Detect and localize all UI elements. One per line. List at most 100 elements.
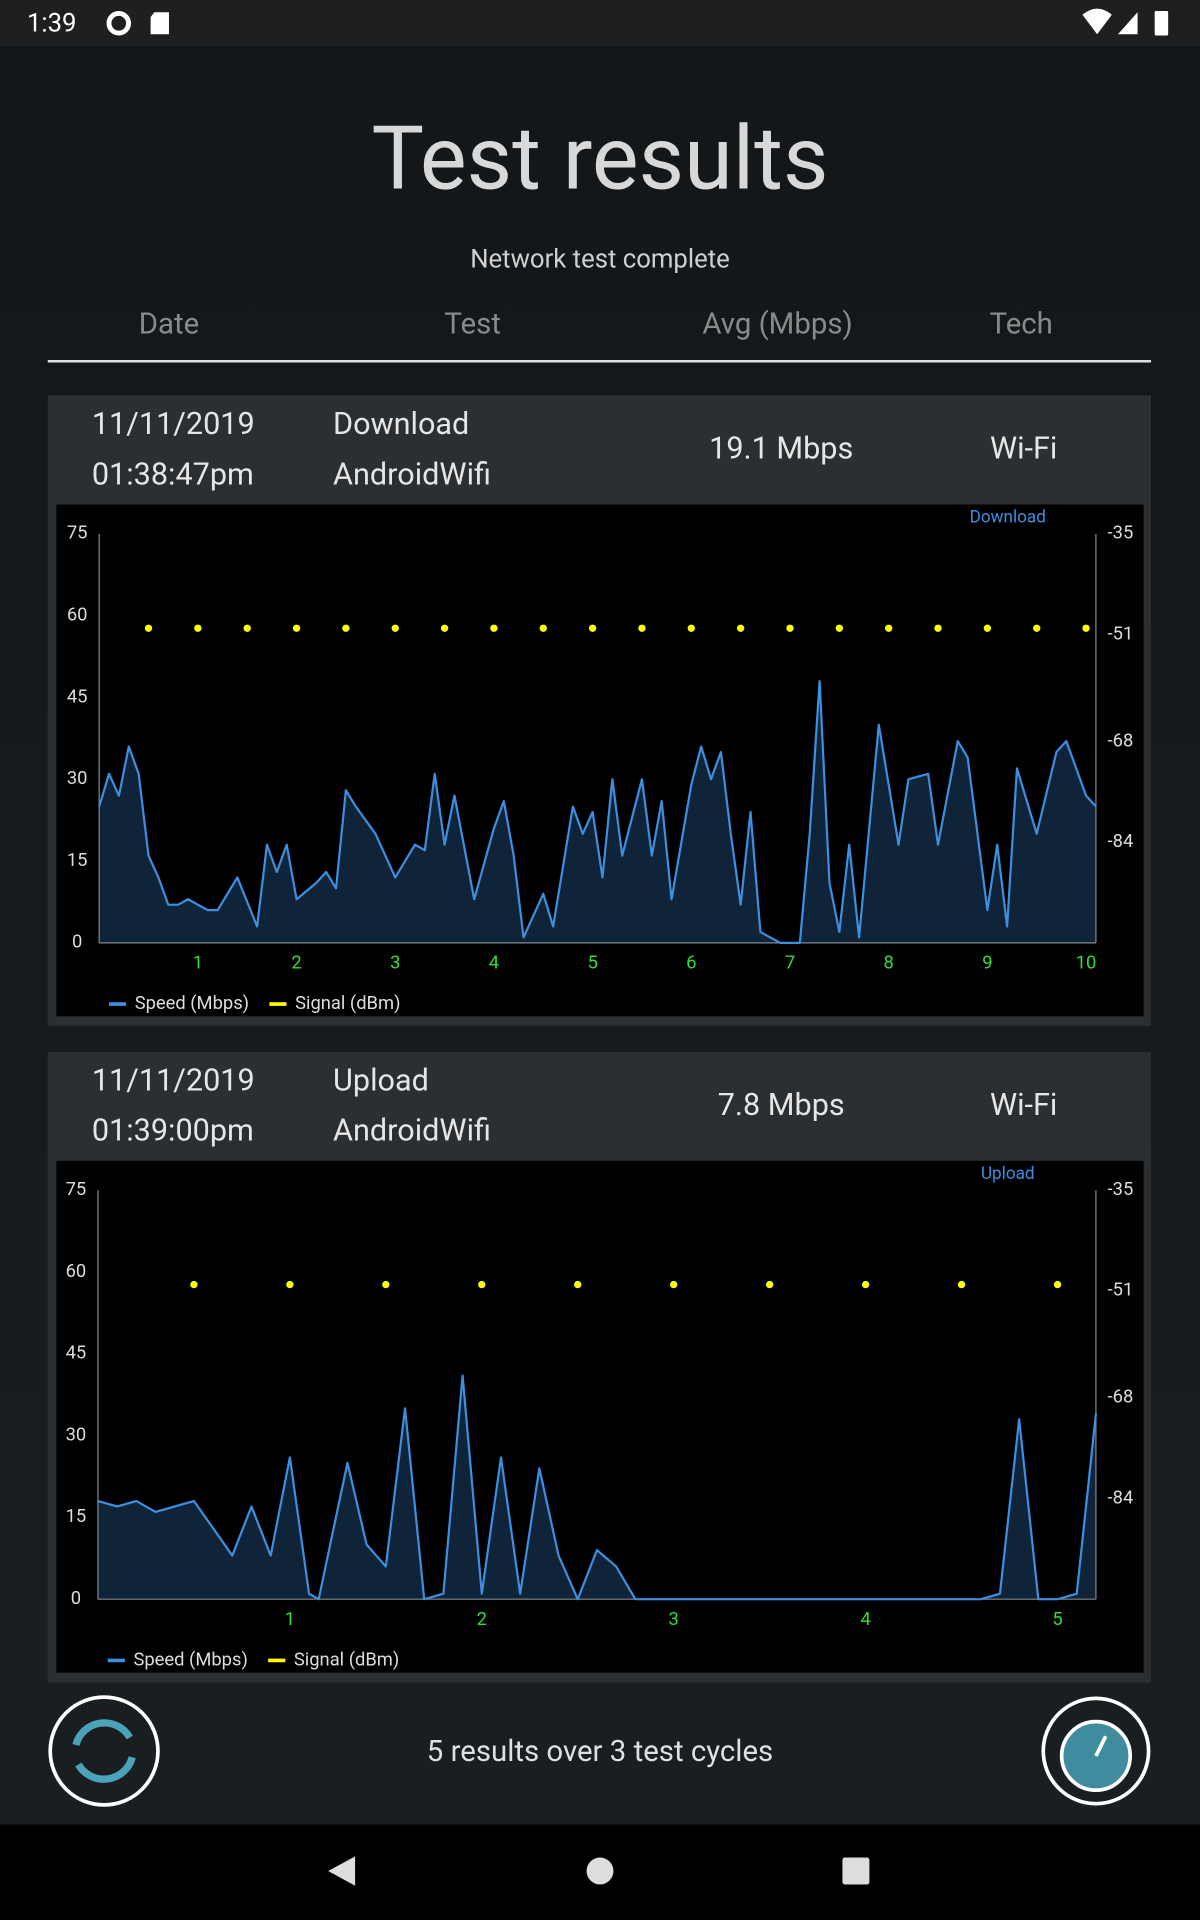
x-tick-label: 2 <box>291 953 301 974</box>
signal-dot <box>539 624 547 632</box>
result-avg: 19.1 Mbps <box>709 432 853 467</box>
signal-dot <box>144 624 153 632</box>
signal-dot <box>190 1280 198 1289</box>
signal-dot <box>382 1280 390 1289</box>
signal-dot <box>957 1280 966 1289</box>
result-test: Upload <box>333 1064 429 1099</box>
signal-dot <box>391 624 399 632</box>
chart-box <box>56 504 1144 1017</box>
signal-dot <box>286 1280 294 1289</box>
y-tick-label: 75 <box>67 523 88 544</box>
x-tick-label: 9 <box>982 953 992 974</box>
chart-label: Download <box>970 507 1046 527</box>
x-tick-label: 5 <box>587 953 597 974</box>
y2-tick-label: -84 <box>1108 831 1134 852</box>
y2-tick-label: -84 <box>1108 1487 1134 1508</box>
y2-tick-label: -35 <box>1108 523 1134 544</box>
clock: 1:39 <box>27 8 77 38</box>
timer-icon <box>1059 1719 1133 1793</box>
signal-dot <box>1033 624 1041 632</box>
result-date: 11/11/2019 <box>92 1064 255 1099</box>
sd-icon <box>150 12 169 35</box>
y-tick-label: 15 <box>67 850 88 871</box>
y2-tick-label: -51 <box>1108 1280 1134 1301</box>
x-tick-label: 7 <box>785 953 795 974</box>
timer-hand <box>1094 1735 1108 1757</box>
y2-tick-label: -51 <box>1108 623 1134 644</box>
y-tick-label: 30 <box>67 768 88 789</box>
home-button[interactable] <box>586 1857 614 1885</box>
signal-dot <box>490 624 498 632</box>
signal-dot <box>885 624 893 632</box>
results: 11/11/2019 01:38:47pm Download AndroidWifi 1… <box>47 395 1152 1683</box>
x-tick-label: 6 <box>686 953 696 974</box>
signal-dot <box>670 1280 678 1289</box>
refresh-icon <box>72 1719 136 1783</box>
x-tick-label: 8 <box>884 953 894 974</box>
y-tick-label: 75 <box>66 1179 87 1200</box>
recents-button[interactable] <box>842 1857 870 1885</box>
signal-dot <box>687 624 695 632</box>
x-tick-label: 10 <box>1076 953 1097 974</box>
x-tick-label: 1 <box>193 953 203 974</box>
legend-label: Speed (Mbps) <box>135 993 249 1014</box>
x-tick-label: 3 <box>669 1609 679 1630</box>
result-test: Download <box>333 407 469 442</box>
y-tick-label: 60 <box>67 605 88 626</box>
signal-dot <box>588 624 597 632</box>
x-tick-label: 1 <box>285 1609 295 1630</box>
y2-tick-label: -35 <box>1108 1179 1134 1200</box>
y-tick-label: 45 <box>67 686 88 707</box>
result-time: 01:38:47pm <box>92 457 254 492</box>
signal-dot <box>243 624 251 632</box>
signal-dot <box>194 624 202 632</box>
signal-dot <box>983 624 992 632</box>
summary: 5 results over 3 test cycles <box>427 1735 773 1769</box>
signal-dot <box>574 1280 582 1289</box>
y-tick-label: 45 <box>66 1343 87 1364</box>
result-network: AndroidWifi <box>333 1114 491 1149</box>
chart-label: Upload <box>981 1164 1035 1184</box>
battery-icon <box>1154 11 1169 36</box>
x-tick-label: 4 <box>860 1609 870 1630</box>
subtitle: Network test complete <box>470 245 730 275</box>
signal-dot <box>440 624 449 632</box>
signal-dot <box>786 624 794 632</box>
speed-line <box>98 680 1097 944</box>
speed-area <box>97 1375 1096 1600</box>
column-header: Tech <box>990 307 1053 341</box>
result-network: AndroidWifi <box>333 457 491 492</box>
signal-dot <box>736 624 745 632</box>
chart-box <box>56 1160 1144 1673</box>
timer-button[interactable] <box>1041 1696 1151 1806</box>
result-tech: Wi-Fi <box>990 432 1057 467</box>
y-tick-label: 30 <box>66 1424 87 1445</box>
signal-dot <box>638 624 646 632</box>
signal-dot <box>342 624 350 632</box>
result-time: 01:39:00pm <box>92 1114 254 1149</box>
x-tick-label: 3 <box>390 953 400 974</box>
y-tick-label: 15 <box>66 1506 87 1527</box>
y-tick-label: 0 <box>71 1588 81 1609</box>
legend-label: Signal (dBm) <box>295 993 400 1014</box>
refresh-button[interactable] <box>48 1695 160 1807</box>
y-tick-label: 60 <box>66 1261 87 1282</box>
status-bar <box>0 0 1200 47</box>
legend-label: Speed (Mbps) <box>133 1649 247 1670</box>
back-button[interactable] <box>328 1856 356 1886</box>
y2-tick-label: -68 <box>1108 730 1134 751</box>
x-tick-label: 4 <box>489 953 499 974</box>
wifi-icon <box>1082 8 1112 35</box>
result-tech: Wi-Fi <box>990 1088 1057 1123</box>
signal-dot <box>292 624 301 632</box>
speed-area <box>99 681 1096 943</box>
signal-dot <box>1053 1280 1062 1289</box>
title: Test results <box>372 107 829 211</box>
column-header: Date <box>139 307 199 341</box>
signal-dot <box>478 1280 486 1289</box>
signal-dot <box>934 624 942 632</box>
legend-label: Signal (dBm) <box>294 1649 399 1670</box>
signal-dot <box>835 624 844 632</box>
result-date: 11/11/2019 <box>92 407 255 442</box>
